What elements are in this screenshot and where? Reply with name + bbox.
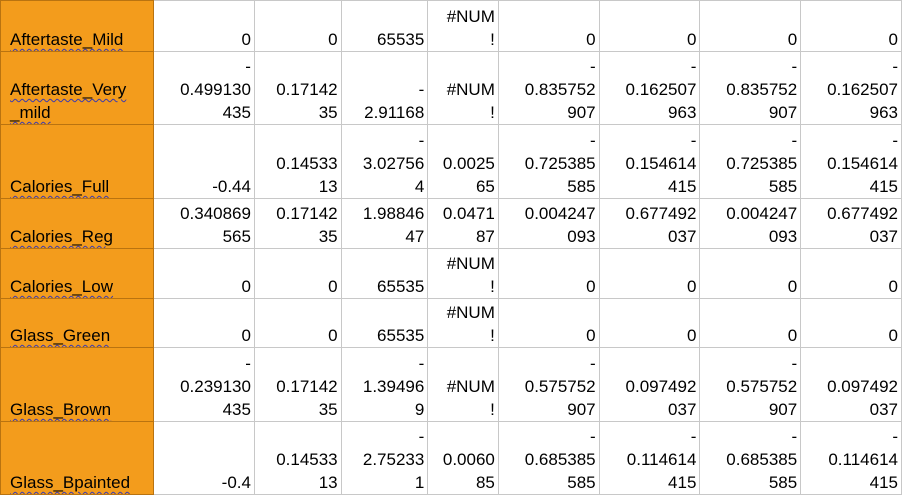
row-label-cell[interactable]: Glass_Bpainted bbox=[0, 421, 155, 495]
table-cell[interactable]: 0 bbox=[699, 0, 802, 52]
table-cell[interactable]: #NUM ! bbox=[427, 0, 499, 52]
table-cell[interactable]: 0 bbox=[497, 298, 600, 348]
table-cell[interactable]: 0.17142 35 bbox=[253, 198, 342, 249]
table-cell[interactable]: 0 bbox=[598, 298, 701, 348]
table-cell[interactable]: 65535 bbox=[340, 0, 429, 52]
table-cell[interactable]: 0 bbox=[497, 0, 600, 52]
table-cell[interactable]: - 0.154614 415 bbox=[800, 124, 902, 199]
table-cell[interactable]: 0 bbox=[253, 248, 342, 299]
table-cell[interactable]: - 0.499130 435 bbox=[153, 51, 255, 125]
table-cell[interactable]: 0 bbox=[253, 0, 342, 52]
table-cell[interactable]: 0.004247 093 bbox=[497, 198, 600, 249]
table-cell[interactable]: - 1.39496 9 bbox=[340, 347, 429, 422]
table-cell[interactable]: - 0.685385 585 bbox=[699, 421, 802, 495]
table-cell[interactable]: 0 bbox=[800, 248, 902, 299]
table-cell[interactable]: 0 bbox=[598, 248, 701, 299]
table-cell[interactable]: -0.44 bbox=[153, 124, 255, 199]
table-cell[interactable]: 0 bbox=[800, 298, 902, 348]
table-row: Aftertaste_Mild 0 0 65535 #NUM ! 0 0 0 0 bbox=[0, 0, 902, 52]
table-cell[interactable]: 0 bbox=[699, 248, 802, 299]
row-label-cell[interactable]: Glass_Green bbox=[0, 298, 155, 348]
table-cell[interactable]: 0.17142 35 bbox=[253, 51, 342, 125]
table-cell[interactable]: 0 bbox=[153, 298, 255, 348]
table-cell[interactable]: 65535 bbox=[340, 298, 429, 348]
table-cell[interactable]: 0 bbox=[598, 0, 701, 52]
table-row: Calories_Reg 0.340869 565 0.17142 35 1.9884… bbox=[0, 198, 902, 249]
table-cell[interactable]: 0.340869 565 bbox=[153, 198, 255, 249]
table-cell[interactable]: 0 bbox=[153, 248, 255, 299]
table-cell[interactable]: 0.097492 037 bbox=[598, 347, 701, 422]
table-row: Aftertaste_Very _mild - 0.499130 435 0.171… bbox=[0, 51, 902, 125]
row-label-cell[interactable]: Aftertaste_Mild bbox=[0, 0, 155, 52]
table-cell[interactable]: 0.0025 65 bbox=[427, 124, 499, 199]
row-label-cell[interactable]: Glass_Brown bbox=[0, 347, 155, 422]
table-cell[interactable]: 0 bbox=[153, 0, 255, 52]
table-cell[interactable]: 0.097492 037 bbox=[800, 347, 902, 422]
table-cell[interactable]: - 0.835752 907 bbox=[699, 51, 802, 125]
table-cell[interactable]: - 2.75233 1 bbox=[340, 421, 429, 495]
table-cell[interactable]: -0.4 bbox=[153, 421, 255, 495]
table-cell[interactable]: 0 bbox=[699, 298, 802, 348]
table-cell[interactable]: 0 bbox=[497, 248, 600, 299]
row-label: Aftertaste_Mild bbox=[10, 30, 124, 49]
row-label: Calories_Reg bbox=[10, 227, 113, 246]
table-cell[interactable]: 0.677492 037 bbox=[598, 198, 701, 249]
table-cell[interactable]: 0.004247 093 bbox=[699, 198, 802, 249]
row-label-cell[interactable]: Calories_Reg bbox=[0, 198, 155, 249]
table-cell[interactable]: - 0.575752 907 bbox=[497, 347, 600, 422]
row-label-cell[interactable]: Calories_Low bbox=[0, 248, 155, 299]
table-cell[interactable]: 0.0060 85 bbox=[427, 421, 499, 495]
table-cell[interactable]: - 0.239130 435 bbox=[153, 347, 255, 422]
table-cell[interactable]: 0.17142 35 bbox=[253, 347, 342, 422]
table-cell[interactable]: - 0.154614 415 bbox=[598, 124, 701, 199]
table-cell[interactable]: 0.0471 87 bbox=[427, 198, 499, 249]
table-cell[interactable]: 0 bbox=[253, 298, 342, 348]
table-cell[interactable]: 0.14533 13 bbox=[253, 124, 342, 199]
table-cell[interactable]: #NUM ! bbox=[427, 347, 499, 422]
table-cell[interactable]: - 0.725385 585 bbox=[497, 124, 600, 199]
table-cell[interactable]: 65535 bbox=[340, 248, 429, 299]
row-label: Glass_Brown bbox=[10, 400, 112, 419]
table-cell[interactable]: - 0.114614 415 bbox=[598, 421, 701, 495]
row-label: Calories_Full bbox=[10, 177, 110, 196]
table-cell[interactable]: - 0.835752 907 bbox=[497, 51, 600, 125]
row-label: Glass_Bpainted bbox=[10, 473, 131, 492]
table-cell[interactable]: 0.14533 13 bbox=[253, 421, 342, 495]
row-label: Glass_Green bbox=[10, 326, 111, 345]
table-row: Glass_Green 0 0 65535 #NUM ! 0 0 0 0 bbox=[0, 298, 902, 348]
table-cell[interactable]: #NUM ! bbox=[427, 298, 499, 348]
table-cell[interactable]: #NUM ! bbox=[427, 51, 499, 125]
table-cell[interactable]: - 2.91168 bbox=[340, 51, 429, 125]
table-cell[interactable]: - 0.575752 907 bbox=[699, 347, 802, 422]
table-cell[interactable]: 0.677492 037 bbox=[800, 198, 902, 249]
table-cell[interactable]: - 0.114614 415 bbox=[800, 421, 902, 495]
row-label-cell[interactable]: Aftertaste_Very _mild bbox=[0, 51, 155, 125]
table-cell[interactable]: - 0.162507 963 bbox=[800, 51, 902, 125]
table-cell[interactable]: - 0.685385 585 bbox=[497, 421, 600, 495]
table-cell[interactable]: - 3.02756 4 bbox=[340, 124, 429, 199]
row-label-cell[interactable]: Calories_Full bbox=[0, 124, 155, 199]
table-cell[interactable]: - 0.725385 585 bbox=[699, 124, 802, 199]
table-row: Glass_Brown - 0.239130 435 0.17142 35- 1.3… bbox=[0, 347, 902, 422]
table-cell[interactable]: 0 bbox=[800, 0, 902, 52]
row-label: Calories_Low bbox=[10, 277, 113, 296]
row-label: Aftertaste_Very _mild bbox=[10, 80, 127, 122]
table-row: Calories_Low 0 0 65535 #NUM ! 0 0 0 0 bbox=[0, 248, 902, 299]
table-cell[interactable]: 1.98846 47 bbox=[340, 198, 429, 249]
table-cell[interactable]: #NUM ! bbox=[427, 248, 499, 299]
table-cell[interactable]: - 0.162507 963 bbox=[598, 51, 701, 125]
